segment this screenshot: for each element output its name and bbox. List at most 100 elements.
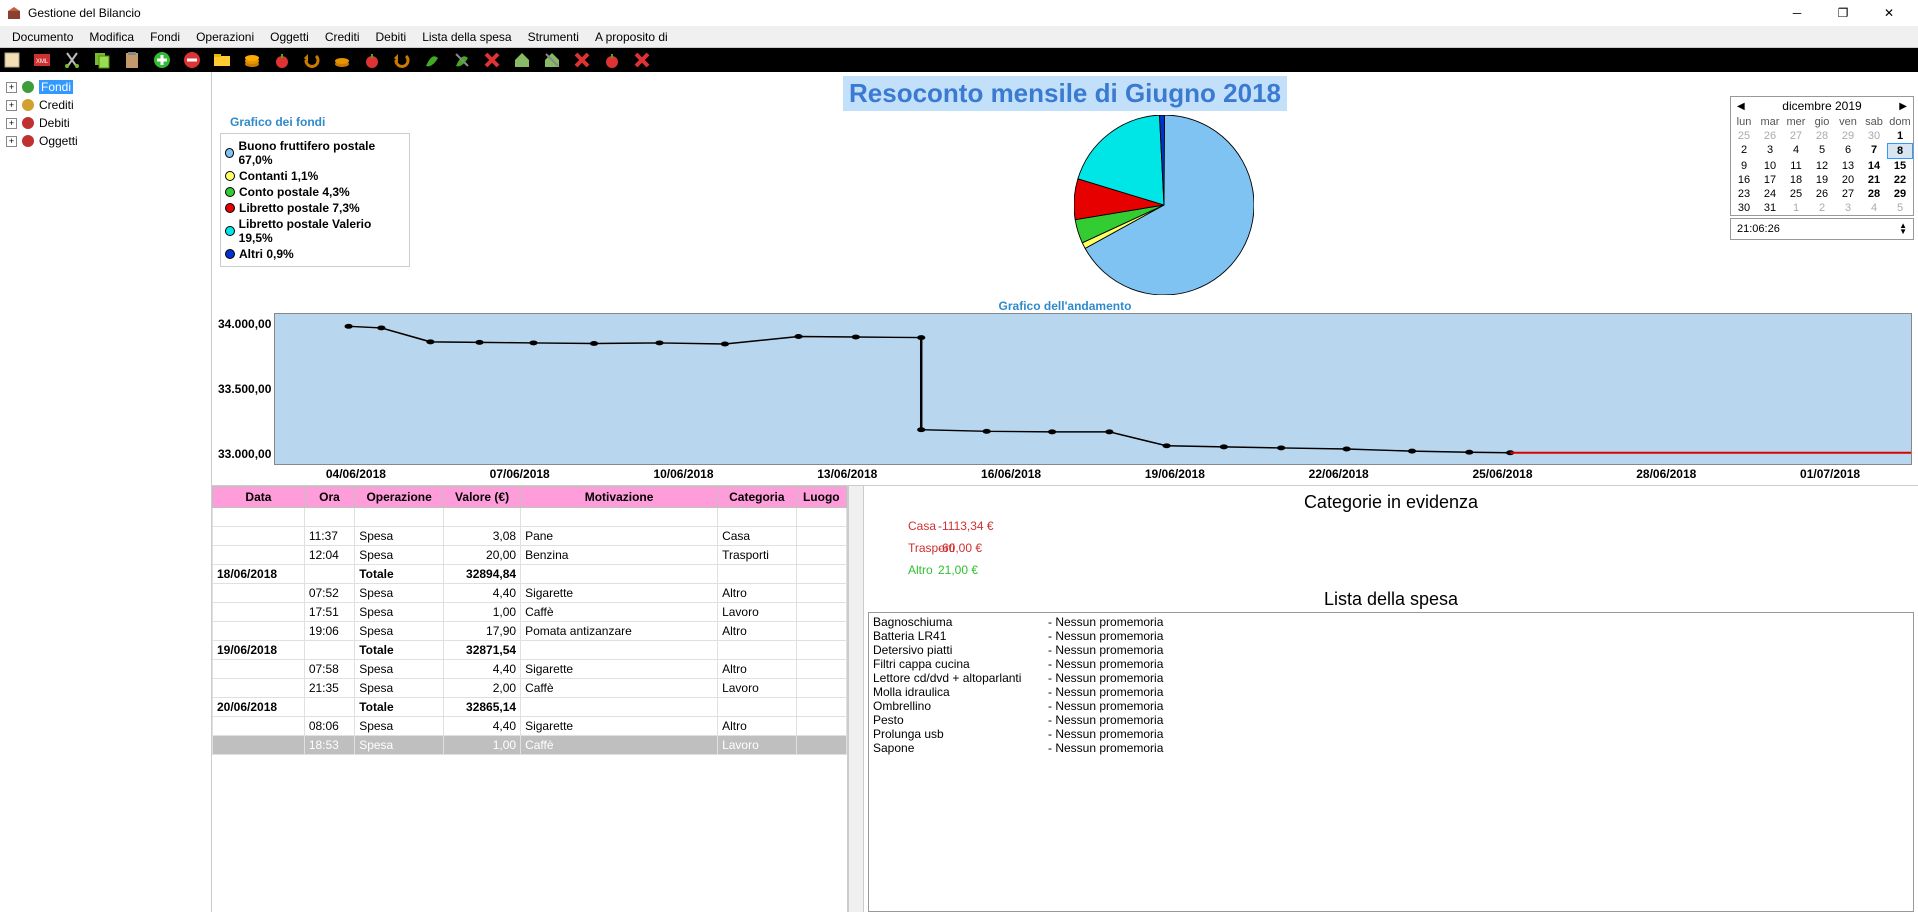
calendar-title[interactable]: dicembre 2019 bbox=[1782, 99, 1861, 113]
toolbar-xml-icon[interactable]: XML bbox=[32, 50, 52, 70]
menu-fondi[interactable]: Fondi bbox=[142, 28, 188, 46]
time-input[interactable]: 21:06:26 ▲▼ bbox=[1730, 218, 1914, 240]
calendar-day[interactable]: 30 bbox=[1861, 129, 1887, 143]
calendar-day[interactable]: 4 bbox=[1783, 143, 1809, 159]
menu-debiti[interactable]: Debiti bbox=[368, 28, 415, 46]
list-item[interactable]: Sapone- Nessun promemoria bbox=[873, 741, 1909, 755]
calendar-day[interactable]: 5 bbox=[1887, 201, 1913, 215]
toolbar-cuthouse-icon[interactable] bbox=[542, 50, 562, 70]
calendar-day[interactable]: 6 bbox=[1835, 143, 1861, 159]
tree-fondi[interactable]: +Fondi bbox=[4, 78, 207, 96]
menu-oggetti[interactable]: Oggetti bbox=[262, 28, 317, 46]
table-row[interactable]: 18:53Spesa1,00CaffèLavoro bbox=[213, 736, 847, 755]
table-row[interactable]: 12:04Spesa20,00BenzinaTrasporti bbox=[213, 546, 847, 565]
calendar[interactable]: ◀ dicembre 2019 ▶ lunmarmergiovensabdom2… bbox=[1730, 96, 1914, 216]
menu-operazioni[interactable]: Operazioni bbox=[188, 28, 262, 46]
calendar-day[interactable]: 22 bbox=[1887, 173, 1913, 187]
calendar-day[interactable]: 26 bbox=[1757, 129, 1783, 143]
list-item[interactable]: Lettore cd/dvd + altoparlanti- Nessun pr… bbox=[873, 671, 1909, 685]
calendar-day[interactable]: 9 bbox=[1731, 159, 1757, 173]
expand-icon[interactable]: + bbox=[6, 82, 17, 93]
list-item[interactable]: Detersivo piatti- Nessun promemoria bbox=[873, 643, 1909, 657]
calendar-day[interactable]: 18 bbox=[1783, 173, 1809, 187]
list-item[interactable]: Prolunga usb- Nessun promemoria bbox=[873, 727, 1909, 741]
menu-lista-della-spesa[interactable]: Lista della spesa bbox=[414, 28, 519, 46]
shopping-list[interactable]: Bagnoschiuma- Nessun promemoriaBatteria … bbox=[868, 612, 1914, 912]
table-row[interactable]: 19:06Spesa17,90Pomata antizanzareAltro bbox=[213, 622, 847, 641]
menu-crediti[interactable]: Crediti bbox=[317, 28, 368, 46]
tree-crediti[interactable]: +Crediti bbox=[4, 96, 207, 114]
list-item[interactable]: Batteria LR41- Nessun promemoria bbox=[873, 629, 1909, 643]
table-row[interactable]: 20/06/2018Totale32865,14 bbox=[213, 698, 847, 717]
calendar-day[interactable]: 25 bbox=[1731, 129, 1757, 143]
calendar-day[interactable]: 3 bbox=[1757, 143, 1783, 159]
table-row[interactable]: 18/06/2018Totale32894,84 bbox=[213, 565, 847, 584]
table-row[interactable]: 08:06Spesa4,40SigaretteAltro bbox=[213, 717, 847, 736]
toolbar-apple2-icon[interactable] bbox=[362, 50, 382, 70]
expand-icon[interactable]: + bbox=[6, 136, 17, 147]
toolbar-leaf-icon[interactable] bbox=[422, 50, 442, 70]
table-header[interactable]: Data bbox=[213, 487, 305, 508]
calendar-day[interactable]: 26 bbox=[1809, 187, 1835, 201]
calendar-day[interactable]: 7 bbox=[1861, 143, 1887, 159]
table-header[interactable]: Categoria bbox=[718, 487, 797, 508]
tree-debiti[interactable]: +Debiti bbox=[4, 114, 207, 132]
list-item[interactable]: Filtri cappa cucina- Nessun promemoria bbox=[873, 657, 1909, 671]
calendar-day[interactable]: 17 bbox=[1757, 173, 1783, 187]
table-row[interactable]: 07:52Spesa4,40SigaretteAltro bbox=[213, 584, 847, 603]
calendar-day[interactable]: 2 bbox=[1809, 201, 1835, 215]
calendar-day[interactable]: 30 bbox=[1731, 201, 1757, 215]
toolbar-add-icon[interactable] bbox=[152, 50, 172, 70]
calendar-day[interactable]: 12 bbox=[1809, 159, 1835, 173]
table-header[interactable]: Luogo bbox=[796, 487, 846, 508]
calendar-day[interactable]: 2 bbox=[1731, 143, 1757, 159]
calendar-day[interactable]: 14 bbox=[1861, 159, 1887, 173]
calendar-day[interactable]: 21 bbox=[1861, 173, 1887, 187]
table-header[interactable]: Valore (€) bbox=[444, 487, 521, 508]
calendar-grid[interactable]: lunmarmergiovensabdom2526272829301234567… bbox=[1731, 115, 1913, 215]
close-button[interactable]: ✕ bbox=[1866, 0, 1912, 26]
operations-table[interactable]: DataOraOperazioneValore (€)MotivazioneCa… bbox=[212, 486, 847, 755]
toolbar-house-icon[interactable] bbox=[512, 50, 532, 70]
minimize-button[interactable]: ─ bbox=[1774, 0, 1820, 26]
calendar-day[interactable]: 29 bbox=[1887, 187, 1913, 201]
menu-modifica[interactable]: Modifica bbox=[81, 28, 142, 46]
toolbar-remove-icon[interactable] bbox=[182, 50, 202, 70]
toolbar-apple1-icon[interactable] bbox=[272, 50, 292, 70]
calendar-day[interactable]: 10 bbox=[1757, 159, 1783, 173]
calendar-day[interactable]: 25 bbox=[1783, 187, 1809, 201]
toolbar-new-icon[interactable] bbox=[2, 50, 22, 70]
menu-documento[interactable]: Documento bbox=[4, 28, 81, 46]
time-down-button[interactable]: ▼ bbox=[1899, 229, 1907, 235]
table-row[interactable]: 17:51Spesa1,00CaffèLavoro bbox=[213, 603, 847, 622]
calendar-day[interactable]: 27 bbox=[1835, 187, 1861, 201]
table-header[interactable]: Motivazione bbox=[521, 487, 718, 508]
list-item[interactable]: Pesto- Nessun promemoria bbox=[873, 713, 1909, 727]
toolbar-undo2-icon[interactable] bbox=[392, 50, 412, 70]
calendar-day[interactable]: 8 bbox=[1887, 143, 1913, 159]
table-row[interactable]: 19/06/2018Totale32871,54 bbox=[213, 641, 847, 660]
calendar-day[interactable]: 16 bbox=[1731, 173, 1757, 187]
calendar-day[interactable]: 4 bbox=[1861, 201, 1887, 215]
table-row[interactable]: 21:35Spesa2,00CaffèLavoro bbox=[213, 679, 847, 698]
expand-icon[interactable]: + bbox=[6, 100, 17, 111]
menu-strumenti[interactable]: Strumenti bbox=[520, 28, 587, 46]
menu-a-proposito-di[interactable]: A proposito di bbox=[587, 28, 676, 46]
calendar-day[interactable]: 11 bbox=[1783, 159, 1809, 173]
calendar-day[interactable]: 23 bbox=[1731, 187, 1757, 201]
toolbar-apple3-icon[interactable] bbox=[602, 50, 622, 70]
maximize-button[interactable]: ❐ bbox=[1820, 0, 1866, 26]
toolbar-undo1-icon[interactable] bbox=[302, 50, 322, 70]
calendar-prev-button[interactable]: ◀ bbox=[1737, 101, 1745, 112]
tree-oggetti[interactable]: +Oggetti bbox=[4, 132, 207, 150]
calendar-day[interactable]: 5 bbox=[1809, 143, 1835, 159]
toolbar-folder-icon[interactable] bbox=[212, 50, 232, 70]
toolbar-x2-icon[interactable] bbox=[572, 50, 592, 70]
toolbar-x1-icon[interactable] bbox=[482, 50, 502, 70]
calendar-day[interactable]: 29 bbox=[1835, 129, 1861, 143]
list-item[interactable]: Bagnoschiuma- Nessun promemoria bbox=[873, 615, 1909, 629]
calendar-day[interactable]: 24 bbox=[1757, 187, 1783, 201]
toolbar-cut-icon[interactable] bbox=[62, 50, 82, 70]
calendar-day[interactable]: 1 bbox=[1783, 201, 1809, 215]
toolbar-clip-icon[interactable] bbox=[122, 50, 142, 70]
